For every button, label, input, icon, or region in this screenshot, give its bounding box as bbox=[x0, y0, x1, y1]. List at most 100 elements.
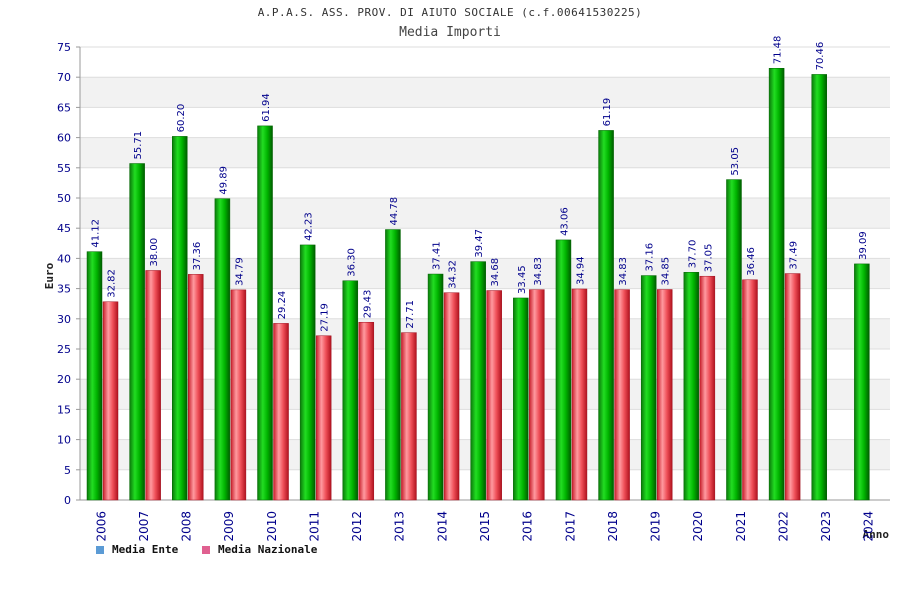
x-axis-label: Anno bbox=[863, 528, 890, 541]
bar-media-ente-2006 bbox=[86, 251, 103, 501]
x-tick-label-2019: 2019 bbox=[649, 511, 663, 542]
x-tick-label-2021: 2021 bbox=[734, 511, 748, 542]
data-label-ente-2019: 37.16 bbox=[645, 243, 656, 272]
y-tick-label: 70 bbox=[57, 71, 71, 84]
x-tick-label-2007: 2007 bbox=[137, 511, 151, 542]
legend-swatch-ente bbox=[96, 545, 104, 554]
data-label-nazionale-2008: 37.36 bbox=[192, 242, 203, 271]
x-tick-label-2016: 2016 bbox=[521, 511, 535, 542]
y-tick-label: 60 bbox=[57, 132, 71, 145]
x-tick-label-2023: 2023 bbox=[819, 511, 833, 542]
bar-media-nazionale-2022 bbox=[784, 273, 801, 501]
bar-media-ente-2010 bbox=[257, 125, 273, 501]
grid-band bbox=[80, 137, 890, 168]
data-label-nazionale-2012: 29.43 bbox=[362, 290, 373, 319]
bar-media-ente-2015 bbox=[470, 261, 486, 501]
bar-media-ente-2022 bbox=[768, 68, 785, 501]
data-label-ente-2010: 61.94 bbox=[261, 93, 272, 122]
data-label-nazionale-2007: 38.00 bbox=[149, 238, 160, 267]
x-tick-label-2017: 2017 bbox=[563, 511, 577, 542]
bar-media-nazionale-2010 bbox=[273, 323, 289, 501]
bar-media-ente-2009 bbox=[214, 198, 231, 501]
data-label-nazionale-2006: 32.82 bbox=[107, 269, 118, 298]
y-tick-label: 0 bbox=[64, 494, 71, 507]
x-tick-label-2014: 2014 bbox=[435, 511, 449, 542]
bar-media-ente-2011 bbox=[299, 244, 316, 501]
bar-media-ente-2019 bbox=[640, 275, 657, 501]
legend-item-media-ente: Media Ente bbox=[96, 543, 178, 556]
bar-media-nazionale-2017 bbox=[571, 288, 588, 501]
legend-label-nazionale: Media Nazionale bbox=[218, 543, 318, 556]
bar-media-nazionale-2019 bbox=[656, 289, 673, 501]
data-label-nazionale-2017: 34.94 bbox=[575, 256, 586, 285]
x-tick-label-2015: 2015 bbox=[478, 511, 492, 542]
bar-media-nazionale-2020 bbox=[699, 275, 716, 501]
bar-media-ente-2021 bbox=[726, 179, 742, 501]
data-label-ente-2007: 55.71 bbox=[133, 131, 144, 160]
bar-media-ente-2018 bbox=[598, 130, 614, 501]
bar-media-nazionale-2012 bbox=[358, 321, 375, 501]
y-tick-label: 25 bbox=[57, 343, 71, 356]
legend-label-ente: Media Ente bbox=[112, 543, 179, 556]
x-tick-label-2013: 2013 bbox=[393, 511, 407, 542]
chart-title: A.P.A.S. ASS. PROV. DI AIUTO SOCIALE (c.… bbox=[257, 6, 643, 19]
y-tick-label: 5 bbox=[64, 464, 71, 477]
y-tick-label: 30 bbox=[57, 313, 71, 326]
x-tick-label-2012: 2012 bbox=[350, 511, 364, 542]
legend-item-media-nazionale: Media Nazionale bbox=[202, 543, 317, 556]
bar-media-ente-2008 bbox=[172, 136, 188, 501]
y-tick-label: 45 bbox=[57, 222, 71, 235]
data-label-ente-2024: 39.09 bbox=[858, 231, 869, 260]
x-tick-label-2024: 2024 bbox=[862, 511, 876, 542]
y-tick-label: 10 bbox=[57, 434, 71, 447]
data-label-nazionale-2018: 34.83 bbox=[618, 257, 629, 286]
bar-media-ente-2016 bbox=[513, 297, 529, 501]
data-label-nazionale-2009: 34.79 bbox=[234, 257, 245, 286]
y-axis-label: Euro bbox=[43, 262, 56, 289]
bar-media-nazionale-2016 bbox=[529, 289, 545, 501]
y-tick-label: 55 bbox=[57, 162, 71, 175]
x-tick-label-2009: 2009 bbox=[222, 511, 236, 542]
x-tick-label-2020: 2020 bbox=[691, 511, 705, 542]
data-label-ente-2020: 37.70 bbox=[687, 240, 698, 269]
bar-media-nazionale-2013 bbox=[401, 332, 417, 501]
bar-media-ente-2017 bbox=[555, 239, 572, 501]
x-tick-label-2006: 2006 bbox=[94, 511, 108, 542]
y-tick-label: 65 bbox=[57, 101, 71, 114]
bar-media-ente-2007 bbox=[129, 163, 145, 501]
y-tick-label: 50 bbox=[57, 192, 71, 205]
bar-media-nazionale-2018 bbox=[614, 289, 630, 501]
bar-media-nazionale-2008 bbox=[188, 274, 204, 501]
data-label-ente-2009: 49.89 bbox=[218, 166, 229, 195]
x-tick-label-2022: 2022 bbox=[776, 511, 790, 542]
bar-media-ente-2020 bbox=[683, 272, 700, 501]
bar-media-nazionale-2021 bbox=[742, 279, 758, 501]
data-label-ente-2008: 60.20 bbox=[176, 104, 187, 133]
grid-band bbox=[80, 198, 890, 229]
data-label-nazionale-2019: 34.85 bbox=[661, 257, 672, 286]
data-label-nazionale-2013: 27.71 bbox=[405, 300, 416, 329]
data-label-nazionale-2010: 29.24 bbox=[277, 291, 288, 320]
data-label-ente-2023: 70.46 bbox=[815, 42, 826, 71]
data-label-ente-2012: 36.30 bbox=[346, 248, 357, 277]
bar-media-nazionale-2015 bbox=[486, 290, 502, 501]
y-tick-label: 75 bbox=[57, 41, 71, 54]
data-label-nazionale-2011: 27.19 bbox=[320, 303, 331, 332]
data-label-nazionale-2014: 34.32 bbox=[448, 260, 459, 289]
y-tick-label: 15 bbox=[57, 403, 71, 416]
data-label-nazionale-2022: 37.49 bbox=[789, 241, 800, 270]
data-label-ente-2016: 33.45 bbox=[517, 265, 528, 294]
data-label-ente-2018: 61.19 bbox=[602, 98, 613, 127]
data-label-ente-2013: 44.78 bbox=[389, 197, 400, 226]
x-tick-label-2011: 2011 bbox=[307, 511, 321, 542]
grid-band bbox=[80, 47, 890, 78]
bar-media-ente-2014 bbox=[427, 273, 444, 501]
grid-band bbox=[80, 107, 890, 138]
bar-media-nazionale-2006 bbox=[102, 301, 119, 501]
y-tick-label: 40 bbox=[57, 252, 71, 265]
data-label-ente-2006: 41.12 bbox=[91, 219, 102, 248]
bar-media-nazionale-2007 bbox=[145, 270, 161, 501]
x-tick-label-2008: 2008 bbox=[180, 511, 194, 542]
bar-media-ente-2012 bbox=[342, 280, 359, 501]
